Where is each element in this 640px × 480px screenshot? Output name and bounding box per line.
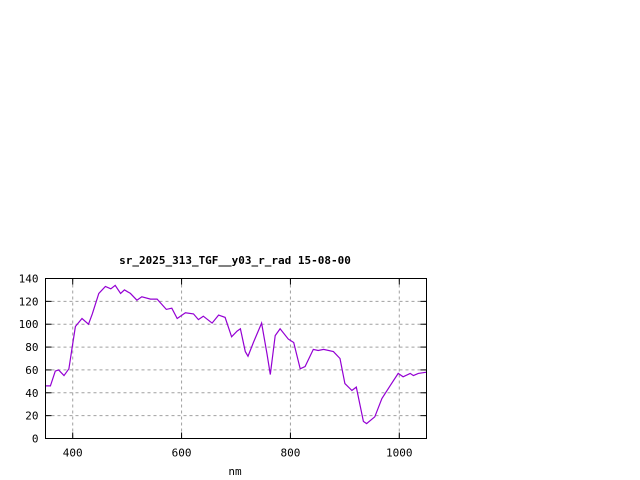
y-tick-label: 100 <box>19 318 39 331</box>
y-tick-label: 140 <box>19 273 39 286</box>
x-tick-label: 800 <box>280 447 300 460</box>
y-tick-label: 80 <box>25 341 38 354</box>
x-axis-label: nm <box>228 465 242 478</box>
series-line <box>45 284 427 425</box>
y-tick-label: 20 <box>25 410 38 423</box>
grid <box>45 278 427 439</box>
x-tick-label: 1000 <box>386 447 413 460</box>
plot-frame <box>45 278 427 439</box>
chart-title: sr_2025_313_TGF__y03_r_rad 15-08-00 <box>119 254 351 267</box>
y-tick-label: 40 <box>25 387 38 400</box>
y-tick-label: 60 <box>25 364 38 377</box>
x-tick-label: 400 <box>63 447 83 460</box>
ticks: 0 20 40 60 80 100 120 140 400 600 800 1000 <box>19 273 427 460</box>
y-tick-label: 120 <box>19 295 39 308</box>
x-tick-label: 600 <box>172 447 192 460</box>
y-tick-label: 0 <box>32 433 39 446</box>
